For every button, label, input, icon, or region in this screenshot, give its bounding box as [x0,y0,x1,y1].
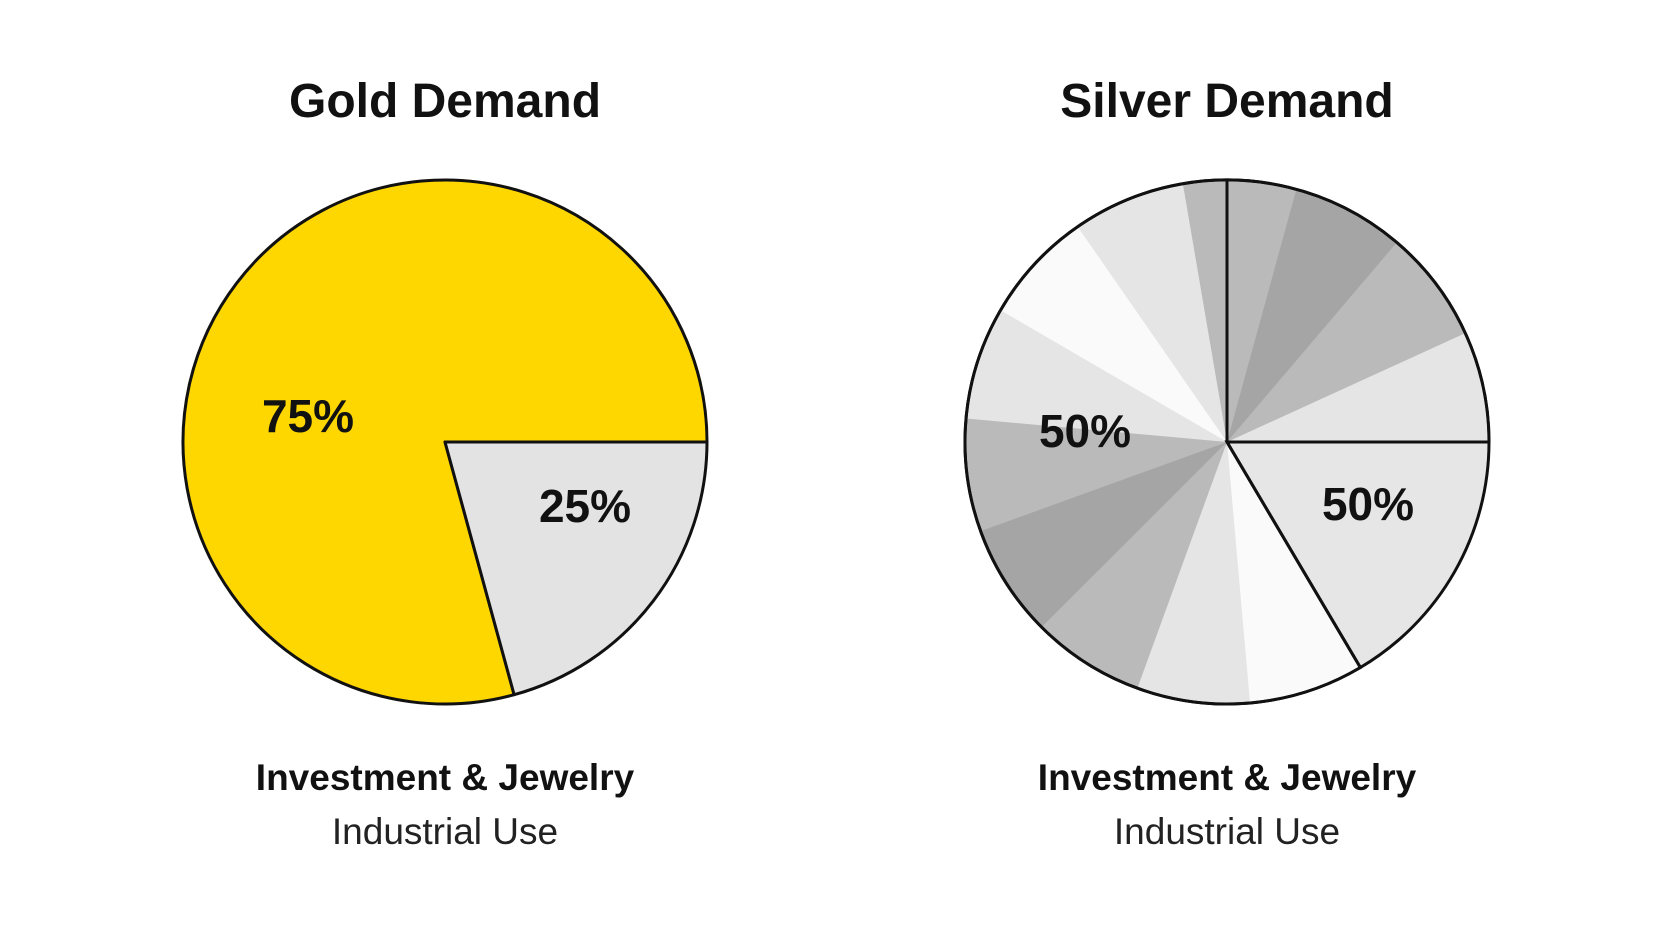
silver-label-industrial: 50% [1322,478,1414,530]
silver-sheen-wedge [1227,442,1360,702]
silver-sheen-wedge [982,442,1227,628]
silver-label-investment: 50% [1039,405,1131,457]
silver-sheen-wedge [966,418,1227,533]
silver-legend-industrial: Industrial Use [1114,811,1340,852]
gold-label-industrial: 25% [539,480,631,532]
silver-sheen-wedge [1042,442,1227,688]
gold-pie: 75% 25% [181,178,709,706]
silver-sheen-wedge [1137,442,1253,703]
gold-label-investment: 75% [262,390,354,442]
gold-slice-industrial [443,440,709,697]
silver-sheen-wedge [1076,185,1227,442]
silver-slice-industrial [1225,440,1491,670]
silver-chart-title: Silver Demand [1060,75,1393,128]
silver-sheen-wedge [1180,181,1296,442]
silver-slice-outline [963,178,1491,706]
silver-sheen-wedge [1000,227,1227,442]
silver-sheen-wedge [1227,331,1488,445]
silver-sheen-wedge [1227,242,1464,442]
gold-legend-industrial: Industrial Use [332,811,558,852]
silver-demand-chart: Silver Demand 50% 50% Investment & Jewelr… [963,75,1491,852]
silver-sheen-wedge [967,310,1227,442]
gold-slice-investment [181,178,709,706]
silver-pie: 50% 50% [963,178,1491,706]
gold-chart-title: Gold Demand [289,75,601,128]
silver-sheen-wedge [1227,190,1396,442]
gold-legend-investment: Investment & Jewelry [256,757,635,798]
silver-legend-investment: Investment & Jewelry [1038,757,1417,798]
gold-demand-chart: Gold Demand 75%25% Investment & Jewelry … [181,75,709,852]
